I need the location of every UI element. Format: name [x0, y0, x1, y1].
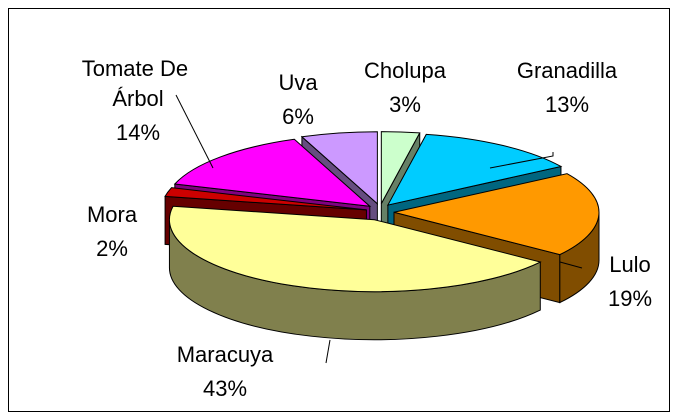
data-label-value: 13%: [545, 92, 589, 117]
slice-top: [164, 187, 367, 211]
leader-line: [489, 152, 554, 169]
slice-top: [173, 138, 372, 207]
slice-top: [386, 133, 563, 206]
slice-top: [300, 131, 378, 205]
data-label-name: Uva: [278, 70, 318, 95]
data-label-value: 3%: [389, 92, 421, 117]
leader-line: [325, 339, 331, 364]
data-label-value: 43%: [203, 376, 247, 401]
data-label-name: Mora: [87, 202, 138, 227]
data-label-name: Cholupa: [364, 58, 447, 83]
slice-top: [168, 205, 542, 293]
data-label-value: 2%: [96, 236, 128, 261]
slice-top: [393, 173, 600, 256]
data-label-value: 6%: [282, 104, 314, 129]
data-label-name: Maracuya: [177, 342, 274, 367]
slice-top: [380, 131, 421, 204]
data-label-value: 14%: [116, 120, 160, 145]
data-label-name: Granadilla: [517, 58, 618, 83]
leader-line: [175, 94, 214, 169]
leader-line: [559, 261, 583, 269]
data-label-value: 19%: [608, 286, 652, 311]
data-label-name: Lulo: [609, 252, 651, 277]
data-label-name: Tomate De Árbol: [82, 56, 195, 111]
slice: [168, 205, 542, 341]
